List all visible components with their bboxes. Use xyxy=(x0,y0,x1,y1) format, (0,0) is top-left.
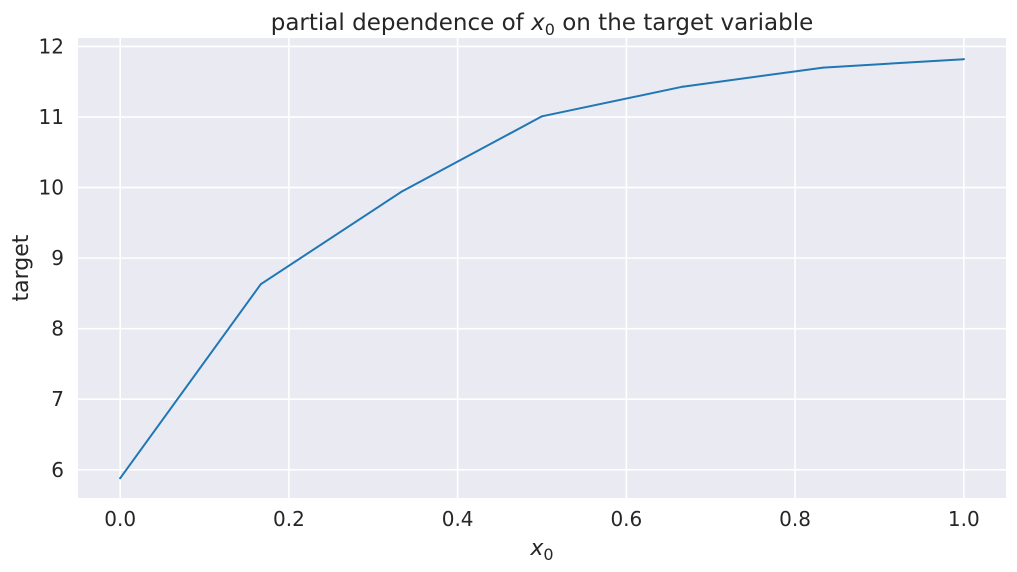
y-tick-label: 8 xyxy=(51,317,64,341)
x-tick-label: 0.4 xyxy=(442,507,474,531)
y-tick-label: 11 xyxy=(39,105,64,129)
y-tick-label: 9 xyxy=(51,246,64,270)
x-tick-label: 0.8 xyxy=(779,507,811,531)
x-axis-label: x0 xyxy=(529,536,553,564)
data-point xyxy=(541,115,543,118)
y-tick-label: 7 xyxy=(51,387,64,411)
chart-title: partial dependence of x0 on the target v… xyxy=(271,10,814,39)
x-tick-label: 1.0 xyxy=(948,507,980,531)
data-point xyxy=(400,190,403,193)
y-axis-label: target xyxy=(9,234,34,301)
data-point xyxy=(259,283,262,286)
y-tick-label: 12 xyxy=(39,34,64,58)
plot-area xyxy=(78,38,1006,498)
tick-labels: 0.0 0.2 0.4 0.6 0.8 1.0 6 7 8 9 10 11 12 xyxy=(39,34,980,531)
x-tick-label: 0.2 xyxy=(273,507,305,531)
series-layer xyxy=(119,58,965,480)
data-point xyxy=(822,66,825,69)
data-point xyxy=(119,477,122,480)
data-point xyxy=(681,85,684,88)
x-tick-label: 0.6 xyxy=(610,507,642,531)
y-tick-label: 6 xyxy=(51,458,64,482)
x-tick-label: 0.0 xyxy=(104,507,136,531)
y-tick-label: 10 xyxy=(39,176,64,200)
data-point xyxy=(962,58,965,61)
grid xyxy=(78,38,1006,498)
